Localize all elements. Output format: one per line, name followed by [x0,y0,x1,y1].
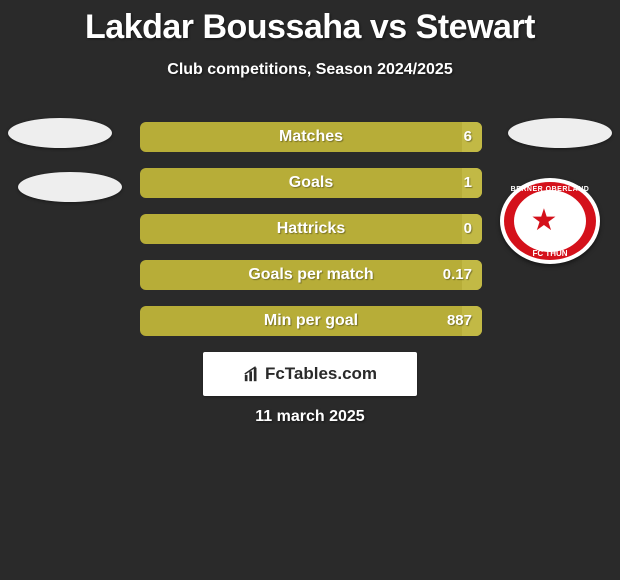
star-icon: ★ [531,206,558,236]
stat-bars: Matches 6 Goals 1 Hattricks 0 Goals per … [140,122,482,352]
crest-club-name: FC THUN [500,249,600,258]
stat-label: Hattricks [140,214,482,244]
footer-date: 11 march 2025 [0,408,620,426]
stat-label: Goals [140,168,482,198]
stat-value: 6 [464,122,472,152]
stat-bar-matches: Matches 6 [140,122,482,152]
stat-label: Goals per match [140,260,482,290]
stat-bar-hattricks: Hattricks 0 [140,214,482,244]
stat-label: Matches [140,122,482,152]
stat-label: Min per goal [140,306,482,336]
bar-chart-icon [243,365,261,383]
stat-bar-goals-per-match: Goals per match 0.17 [140,260,482,290]
player-photo-placeholder [508,118,612,148]
stat-value: 1 [464,168,472,198]
stat-value: 0 [464,214,472,244]
stat-value: 0.17 [443,260,472,290]
left-player-badges [0,118,120,226]
stat-bar-goals: Goals 1 [140,168,482,198]
player-photo-placeholder [8,118,112,148]
comparison-title: Lakdar Boussaha vs Stewart [0,0,620,47]
comparison-subtitle: Club competitions, Season 2024/2025 [0,61,620,79]
stat-bar-min-per-goal: Min per goal 887 [140,306,482,336]
club-crest: BERNER OBERLAND ★ FC THUN [500,178,600,264]
brand-badge: FcTables.com [203,352,417,396]
brand-text: FcTables.com [265,364,377,384]
player-club-placeholder [18,172,122,202]
stat-value: 887 [447,306,472,336]
right-player-badges [500,118,620,172]
